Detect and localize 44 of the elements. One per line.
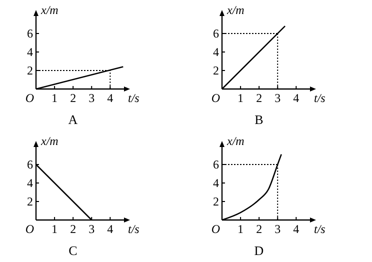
y-axis-title: x/m <box>226 3 245 17</box>
text: D <box>254 243 264 258</box>
y-tick-label: 6 <box>27 158 33 172</box>
text: O <box>25 222 34 236</box>
x-tick-label: 3 <box>274 91 281 105</box>
x-axis-title: t/s <box>128 222 140 236</box>
y-tick-label: 6 <box>213 158 219 172</box>
x-tick-label: 4 <box>107 91 114 105</box>
y-tick-label: 6 <box>27 26 33 40</box>
x-tick-label: 2 <box>70 91 76 105</box>
x-axis-title: t/s <box>128 91 140 105</box>
text: O <box>211 222 220 236</box>
x-tick-label: 1 <box>238 91 244 105</box>
x-tick-label: 3 <box>88 91 95 105</box>
y-tick-label: 2 <box>27 64 33 78</box>
y-tick-label: 4 <box>213 45 219 59</box>
y-axis-title: x/m <box>40 134 59 148</box>
x-tick-label: 4 <box>293 222 300 236</box>
x-axis-title: t/s <box>314 222 326 236</box>
y-tick-label: 4 <box>27 45 33 59</box>
x-tick-label: 2 <box>256 91 262 105</box>
y-axis-title: x/m <box>40 3 59 17</box>
x-tick-label: 1 <box>52 222 58 236</box>
y-tick-label: 4 <box>27 176 33 190</box>
x-tick-label: 3 <box>88 222 95 236</box>
x-tick-label: 2 <box>256 222 262 236</box>
y-tick-label: 2 <box>213 64 219 78</box>
x-tick-label: 1 <box>238 222 244 236</box>
x-tick-label: 4 <box>293 91 300 105</box>
y-tick-label: 4 <box>213 176 219 190</box>
text: C <box>68 243 78 258</box>
y-tick-label: 2 <box>27 194 33 208</box>
x-tick-label: 4 <box>107 222 114 236</box>
x-tick-label: 1 <box>52 91 58 105</box>
y-axis-title: x/m <box>226 134 245 148</box>
text: A <box>68 112 78 127</box>
text: O <box>211 91 220 105</box>
x-tick-label: 2 <box>70 222 76 236</box>
x-axis-title: t/s <box>314 91 326 105</box>
x-tick-label: 3 <box>274 222 281 236</box>
text: B <box>254 112 264 127</box>
y-tick-label: 6 <box>213 26 219 40</box>
text: O <box>25 91 34 105</box>
y-tick-label: 2 <box>213 194 219 208</box>
